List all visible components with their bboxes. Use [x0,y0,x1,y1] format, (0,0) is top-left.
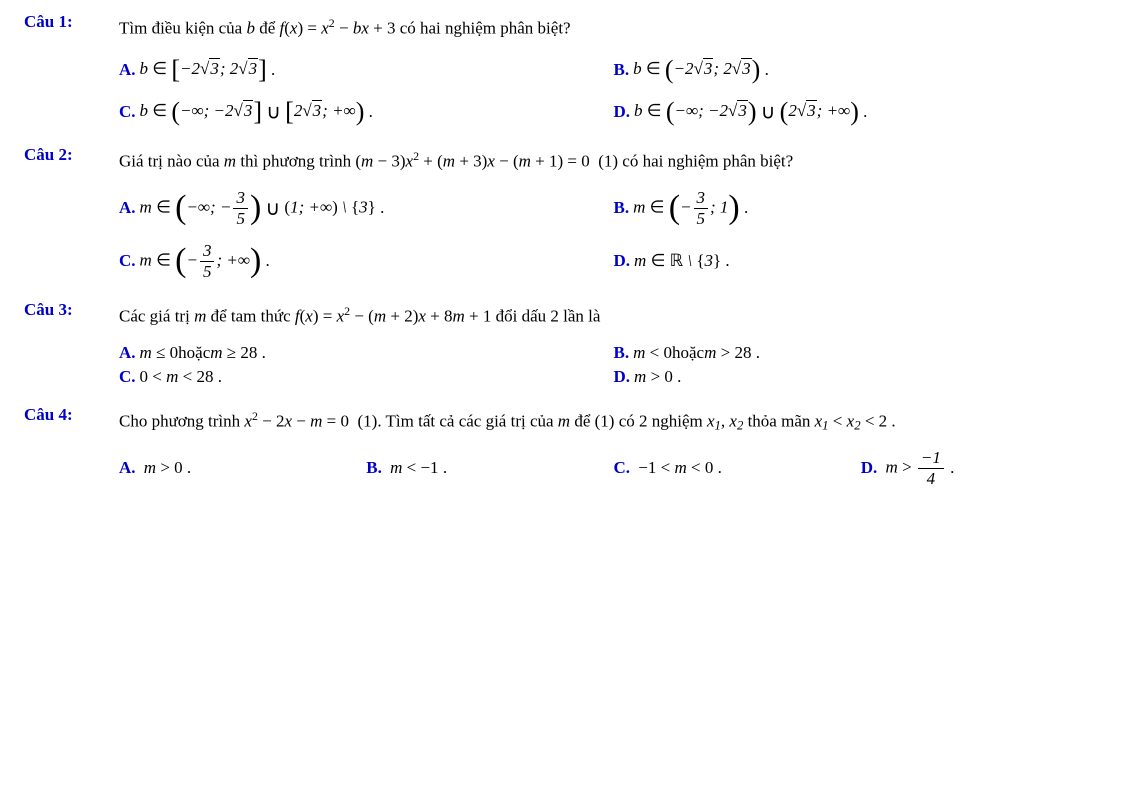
question-4: Câu 4: Cho phương trình x2 − 2x − m = 0 … [24,405,1108,489]
choice-math: m ∈ (−35; +∞) [140,241,262,282]
choice-letter: B. [614,343,630,363]
question-label: Câu 4: [24,405,119,425]
choice-letter: D. [861,458,878,478]
choices: A. m > 0 . B. m < −1 . C. −1 < m < 0 . D… [119,448,1108,489]
question-label: Câu 1: [24,12,119,32]
choice-D: D. m > −14 . [861,448,1108,489]
choice-row: A. b ∈ [−2√3; 2√3] . B. b ∈ (−2√3; 2√3) … [119,55,1108,85]
choice-math: 0 < m < 28 [140,367,214,387]
choice-math: m ∈ (−∞; −35) ∪ (1; +∞) \ {3} [140,188,376,229]
choice-letter: A. [119,198,136,218]
question-body: Các giá trị m để tam thức f(x) = x2 − (m… [119,300,1108,333]
choice-letter: B. [614,198,630,218]
choice-row: C. b ∈ (−∞; −2√3] ∪ [2√3; +∞) . D. b ∈ (… [119,97,1108,127]
choices: A. m ≤ 0 hoặc m ≥ 28 . B. m < 0 hoặc m >… [119,343,1108,387]
choice-math: m ∈ ℝ \ {3} [634,251,721,271]
choice-C: C. −1 < m < 0 . [614,458,861,478]
choice-A: A. b ∈ [−2√3; 2√3] . [119,55,614,85]
choice-letter: D. [614,367,631,387]
choice-D: D. b ∈ (−∞; −2√3) ∪ (2√3; +∞) . [614,97,1109,127]
choice-letter: C. [119,102,136,122]
choice-row: A. m ≤ 0 hoặc m ≥ 28 . B. m < 0 hoặc m >… [119,343,1108,363]
question-row: Câu 1: Tìm điều kiện của b để f(x) = x2 … [24,12,1108,45]
choice-math: m < −1 [390,458,438,478]
choice-row: C. 0 < m < 28 . D. m > 0 . [119,367,1108,387]
choice-letter: C. [119,367,136,387]
choice-math: m < 0 [633,343,672,363]
choice-C: C. 0 < m < 28 . [119,367,614,387]
choice-math: m > 0 [634,367,673,387]
choice-row: A. m ∈ (−∞; −35) ∪ (1; +∞) \ {3} . B. m … [119,188,1108,229]
choice-letter: A. [119,60,136,80]
choice-B: B. m < 0 hoặc m > 28 . [614,343,1109,363]
choice-letter: B. [366,458,382,478]
choice-A: A. m ∈ (−∞; −35) ∪ (1; +∞) \ {3} . [119,188,614,229]
choice-letter: C. [614,458,631,478]
choice-D: D. m > 0 . [614,367,1109,387]
choice-math: −1 < m < 0 [638,458,713,478]
question-row: Câu 3: Các giá trị m để tam thức f(x) = … [24,300,1108,333]
choice-math: b ∈ (−∞; −2√3) ∪ (2√3; +∞) [634,97,859,127]
question-body: Tìm điều kiện của b để f(x) = x2 − bx + … [119,12,1108,45]
question-body: Cho phương trình x2 − 2x − m = 0 (1). Tì… [119,405,1108,438]
choice-math: m ∈ (−35; 1) [633,188,740,229]
choice-math: b ∈ [−2√3; 2√3] [140,55,267,85]
choice-B: B. m ∈ (−35; 1) . [614,188,1109,229]
choice-letter: D. [614,102,631,122]
question-row: Câu 4: Cho phương trình x2 − 2x − m = 0 … [24,405,1108,438]
question-row: Câu 2: Giá trị nào của m thì phương trìn… [24,145,1108,178]
choice-letter: A. [119,343,136,363]
choice-A: A. m ≤ 0 hoặc m ≥ 28 . [119,343,614,363]
question-body: Giá trị nào của m thì phương trình (m − … [119,145,1108,178]
choice-letter: A. [119,458,136,478]
choices: A. m ∈ (−∞; −35) ∪ (1; +∞) \ {3} . B. m … [119,188,1108,282]
choice-math: m > −14 [886,448,946,489]
choice-letter: B. [614,60,630,80]
choice-B: B. b ∈ (−2√3; 2√3) . [614,55,1109,85]
choice-math: m > 0 [144,458,183,478]
choice-C: C. b ∈ (−∞; −2√3] ∪ [2√3; +∞) . [119,97,614,127]
question-3: Câu 3: Các giá trị m để tam thức f(x) = … [24,300,1108,387]
choice-row: A. m > 0 . B. m < −1 . C. −1 < m < 0 . D… [119,448,1108,489]
choice-letter: C. [119,251,136,271]
choice-C: C. m ∈ (−35; +∞) . [119,241,614,282]
choice-math: b ∈ (−∞; −2√3] ∪ [2√3; +∞) [140,97,365,127]
choice-D: D. m ∈ ℝ \ {3} . [614,251,1109,271]
choice-row: C. m ∈ (−35; +∞) . D. m ∈ ℝ \ {3} . [119,241,1108,282]
choice-math: m ≤ 0 [140,343,179,363]
choice-math: b ∈ (−2√3; 2√3) [633,55,760,85]
question-label: Câu 3: [24,300,119,320]
choice-B: B. m < −1 . [366,458,613,478]
choice-A: A. m > 0 . [119,458,366,478]
question-1: Câu 1: Tìm điều kiện của b để f(x) = x2 … [24,12,1108,127]
question-label: Câu 2: [24,145,119,165]
choices: A. b ∈ [−2√3; 2√3] . B. b ∈ (−2√3; 2√3) … [119,55,1108,127]
question-2: Câu 2: Giá trị nào của m thì phương trìn… [24,145,1108,282]
choice-letter: D. [614,251,631,271]
